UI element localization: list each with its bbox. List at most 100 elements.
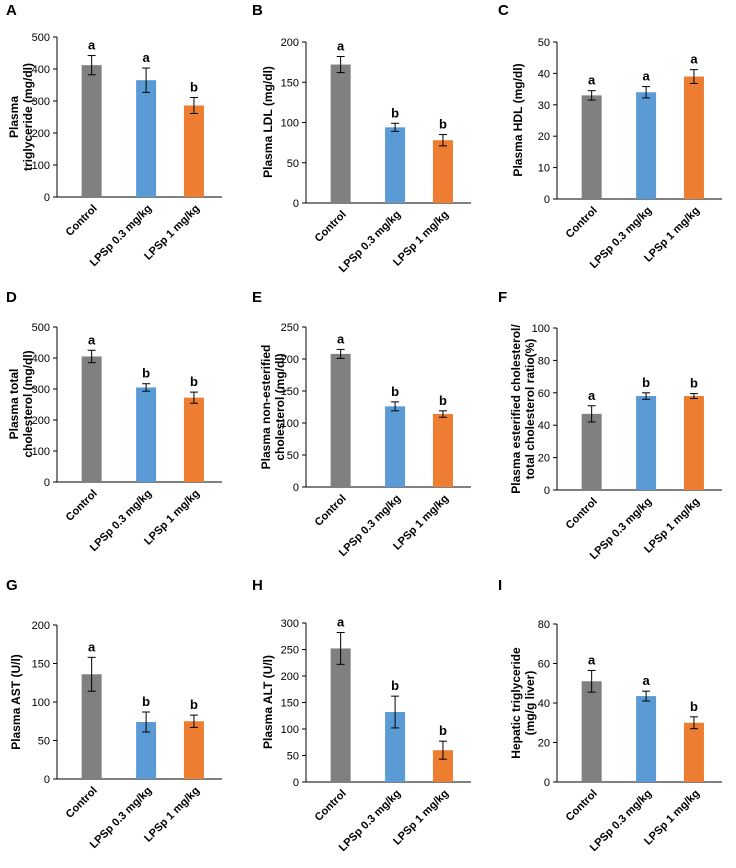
panel-letter: A — [6, 2, 17, 19]
y-axis-label-line: Plasma — [7, 96, 21, 138]
y-tick-label: 100 — [32, 697, 50, 709]
bar — [183, 397, 204, 482]
significance-letter: a — [588, 388, 596, 403]
significance-letter: a — [588, 652, 596, 667]
bar — [385, 127, 406, 203]
significance-letter: a — [588, 73, 596, 88]
significance-letter: b — [142, 366, 150, 381]
bar — [581, 95, 602, 199]
y-axis-label-line: cholesterol (mg/dl) — [273, 353, 287, 460]
y-tick-label: 30 — [538, 100, 550, 112]
panel-letter: E — [252, 289, 262, 306]
y-tick-label: 200 — [32, 620, 50, 632]
y-tick-label: 20 — [538, 453, 550, 465]
y-tick-label: 200 — [32, 415, 50, 427]
y-axis-label-line: Plasma AST (U/l) — [9, 654, 23, 750]
bar — [385, 712, 406, 782]
y-axis-label-line: total cholesterol ratio(%) — [523, 339, 537, 480]
significance-letter: a — [337, 331, 345, 346]
y-tick-label: 10 — [538, 163, 550, 175]
y-tick-label: 150 — [281, 698, 299, 710]
bar — [136, 722, 157, 779]
y-tick-label: 50 — [538, 37, 550, 49]
panel-h: H Plasma ALT (U/l) 0 50 100 150 200 250 300 a Cont… — [252, 577, 471, 854]
x-category-label: Control — [564, 788, 600, 824]
significance-letter: b — [439, 723, 447, 738]
y-axis-label-line: triglyceride (mg/dl) — [21, 63, 35, 171]
significance-letter: a — [642, 673, 650, 688]
bar — [81, 356, 102, 482]
bar — [330, 648, 351, 782]
panel-letter: H — [252, 577, 263, 594]
significance-letter: b — [642, 375, 650, 390]
y-tick-label: 40 — [538, 420, 550, 432]
y-axis-label-line: cholesterol (mg/dl) — [21, 350, 35, 457]
y-axis-label: Plasma totalcholesterol (mg/dl) — [7, 350, 35, 457]
y-tick-label: 400 — [32, 64, 50, 76]
significance-letter: a — [88, 332, 96, 347]
y-tick-label: 100 — [281, 418, 299, 430]
y-tick-label: 0 — [293, 777, 299, 789]
y-axis-label: Plasma esterified cholesterol/total chol… — [509, 324, 537, 494]
y-tick-label: 50 — [38, 736, 50, 748]
y-axis-label-line: Plasma total — [7, 369, 21, 440]
x-category-label: Control — [313, 493, 349, 529]
y-tick-label: 0 — [44, 192, 50, 204]
y-tick-label: 100 — [32, 446, 50, 458]
y-tick-label: 50 — [287, 751, 299, 763]
y-tick-label: 100 — [281, 118, 299, 130]
significance-letter: a — [337, 615, 345, 630]
y-axis-label-line: Hepatic triglyceride — [509, 647, 523, 759]
y-tick-label: 0 — [544, 194, 550, 206]
y-tick-label: 40 — [538, 698, 550, 710]
panel-letter: F — [498, 289, 507, 306]
bar — [330, 64, 351, 203]
bar — [636, 696, 657, 782]
significance-letter: b — [439, 117, 447, 132]
panel-a: A Plasmatriglyceride (mg/dl) 0 100 200 300 400… — [6, 2, 222, 269]
y-tick-label: 0 — [544, 485, 550, 497]
bar — [183, 721, 204, 779]
significance-letter: a — [690, 52, 698, 67]
bar — [183, 105, 204, 197]
bar — [683, 396, 704, 490]
y-tick-label: 250 — [281, 322, 299, 334]
significance-letter: b — [391, 105, 399, 120]
y-tick-label: 250 — [281, 645, 299, 657]
y-tick-label: 20 — [538, 738, 550, 750]
panel-d: D Plasma totalcholesterol (mg/dl) 0 100 200 3… — [6, 289, 222, 554]
y-tick-label: 50 — [287, 450, 299, 462]
x-category-label: Control — [64, 203, 100, 239]
bar — [683, 76, 704, 199]
y-tick-label: 60 — [538, 659, 550, 671]
bar — [636, 396, 657, 490]
y-tick-label: 100 — [532, 323, 550, 335]
y-tick-label: 300 — [281, 618, 299, 630]
y-tick-label: 500 — [32, 32, 50, 44]
y-tick-label: 60 — [538, 388, 550, 400]
significance-letter: b — [690, 699, 698, 714]
y-tick-label: 150 — [281, 386, 299, 398]
y-tick-label: 80 — [538, 619, 550, 631]
panel-letter: B — [252, 2, 263, 19]
bar — [385, 406, 406, 487]
panel-e: E Plasma non-esterifiedcholesterol (mg/dl… — [252, 289, 471, 559]
y-tick-label: 200 — [281, 37, 299, 49]
y-axis-label-line: Plasma HDL (mg/dl) — [511, 63, 525, 176]
y-tick-label: 150 — [281, 77, 299, 89]
panel-f: F Plasma esterified cholesterol/total cho… — [498, 289, 722, 562]
x-category-label: Control — [64, 488, 100, 524]
y-tick-label: 300 — [32, 96, 50, 108]
panel-letter: C — [498, 2, 509, 19]
significance-letter: a — [642, 69, 650, 84]
bar — [81, 674, 102, 779]
y-tick-label: 500 — [32, 322, 50, 334]
y-tick-label: 80 — [538, 355, 550, 367]
y-tick-label: 0 — [44, 477, 50, 489]
bar — [581, 681, 602, 782]
significance-letter: b — [391, 678, 399, 693]
panel-letter: I — [498, 577, 502, 594]
panel-b: B Plasma LDL (mg/dl) 0 50 100 150 200 a Control b… — [252, 2, 471, 275]
